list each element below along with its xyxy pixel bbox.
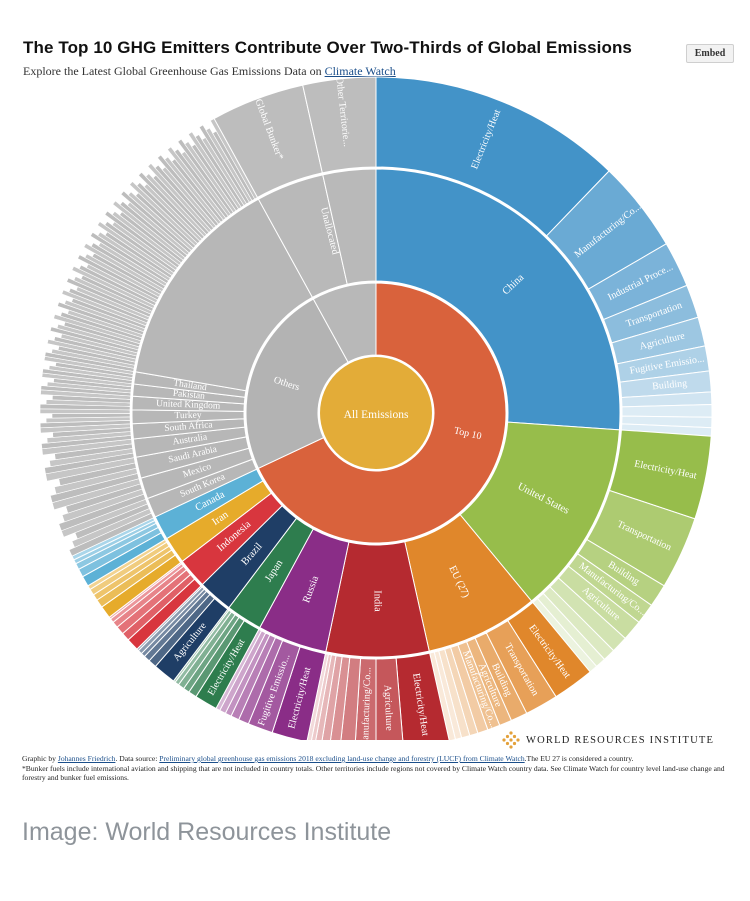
country-slice-china[interactable] (375, 168, 621, 431)
sector-slice-china-8[interactable] (621, 404, 713, 418)
footer-mid: . Data source: (115, 754, 160, 763)
sector-slice-other-territorie[interactable] (302, 76, 377, 174)
footer-source-line: Graphic by Johannes Friedrich. Data sour… (22, 754, 734, 764)
chart-title: The Top 10 GHG Emitters Contribute Over … (23, 38, 632, 57)
chart-subtitle: Explore the Latest Global Greenhouse Gas… (23, 64, 396, 79)
sector-label-china-building: Building (652, 378, 688, 392)
group-slice-top-10[interactable] (257, 282, 507, 544)
footer-notes: Graphic by Johannes Friedrich. Data sour… (22, 754, 734, 783)
country-label-pakistan: Pakistan (172, 389, 205, 402)
sector-label-india-agriculture: Agriculture (382, 684, 395, 731)
center-all-emissions[interactable] (320, 357, 432, 469)
sector-label-india-manufacturing-co: Manufacturing/Co... (360, 667, 374, 740)
footer-prefix: Graphic by (22, 754, 58, 763)
country-label-turkey: Turkey (174, 411, 202, 421)
country-slice-other-territorie[interactable] (322, 168, 377, 285)
author-link[interactable]: Johannes Friedrich (57, 754, 116, 763)
wri-logo-icon (502, 731, 520, 749)
footer-note: *Bunker fuels include international avia… (22, 763, 725, 783)
footer-suffix: .The EU 27 is considered a country. (524, 754, 634, 763)
embed-button[interactable]: Embed (686, 44, 734, 63)
group-slice-unallocated[interactable] (312, 282, 377, 363)
group-slice-others[interactable] (245, 298, 349, 470)
center-label: All Emissions (344, 409, 409, 421)
image-credit: Image: World Resources Institute (22, 818, 392, 846)
climate-watch-link[interactable]: Climate Watch (324, 64, 396, 78)
country-label-india: India (372, 590, 383, 612)
wri-logo-text: WORLD RESOURCES INSTITUTE (526, 734, 715, 746)
country-label-south-africa: South Africa (164, 419, 214, 434)
source-link[interactable]: Preliminary global greenhouse gas emissi… (159, 754, 525, 763)
country-label-united-kingdom: United Kingdom (156, 399, 221, 412)
subtitle-text: Explore the Latest Global Greenhouse Gas… (23, 64, 325, 78)
wri-logo: WORLD RESOURCES INSTITUTE (502, 731, 714, 749)
